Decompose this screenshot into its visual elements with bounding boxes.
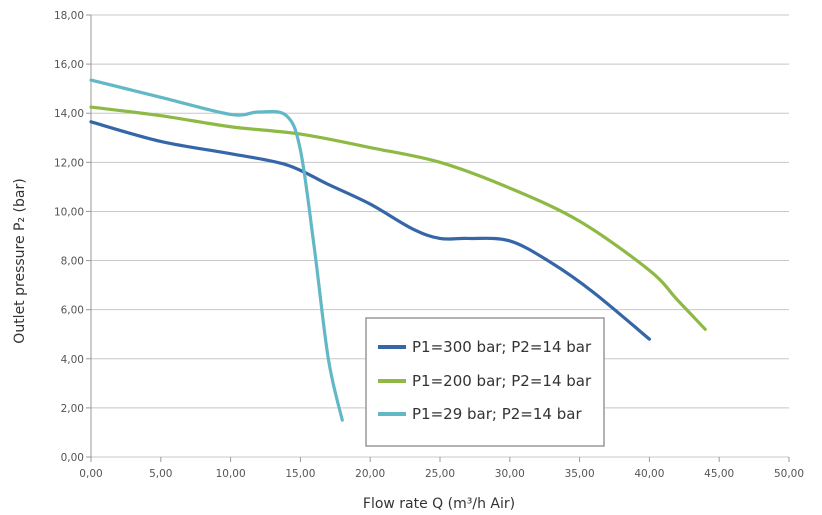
tick-labels: 0,00 2,00 4,00 6,00 8,00 10,00 12,00 14,00 16,00…	[54, 10, 804, 480]
x-tick-label: 10,00	[216, 468, 246, 480]
y-tick-label: 2,00	[61, 403, 84, 415]
legend-label-2: P1=200 bar; P2=14 bar	[412, 372, 592, 390]
x-tick-label: 25,00	[425, 468, 455, 480]
y-tick-label: 6,00	[61, 305, 84, 317]
legend-label-3: P1=29 bar; P2=14 bar	[412, 405, 582, 423]
x-tick-label: 15,00	[285, 468, 315, 480]
y-tick-label: 4,00	[61, 354, 84, 366]
x-tick-label: 35,00	[565, 468, 595, 480]
y-tick-label: 0,00	[61, 452, 84, 464]
x-tick-label: 5,00	[149, 468, 172, 480]
x-tick-label: 30,00	[495, 468, 525, 480]
y-tick-label: 14,00	[54, 108, 84, 120]
x-tick-label: 50,00	[774, 468, 804, 480]
x-tick-label: 45,00	[704, 468, 734, 480]
legend-label-1: P1=300 bar; P2=14 bar	[412, 338, 592, 356]
x-tick-label: 0,00	[79, 468, 102, 480]
x-axis-title: Flow rate Q (m³/h Air)	[363, 496, 515, 512]
x-tick-label: 40,00	[634, 468, 664, 480]
x-tick-label: 20,00	[355, 468, 385, 480]
y-tick-label: 16,00	[54, 59, 84, 71]
y-tick-label: 18,00	[54, 10, 84, 22]
legend: P1=300 bar; P2=14 bar P1=200 bar; P2=14 …	[365, 317, 605, 447]
series-line-3	[89, 78, 344, 422]
series-lines	[89, 78, 707, 422]
y-axis-title: Outlet pressure P₂ (bar)	[12, 178, 28, 343]
y-tick-label: 10,00	[54, 206, 84, 218]
y-tick-label: 8,00	[61, 256, 84, 268]
series-line-2	[89, 105, 707, 331]
series-line-1	[89, 120, 651, 341]
y-tick-label: 12,00	[54, 157, 84, 169]
